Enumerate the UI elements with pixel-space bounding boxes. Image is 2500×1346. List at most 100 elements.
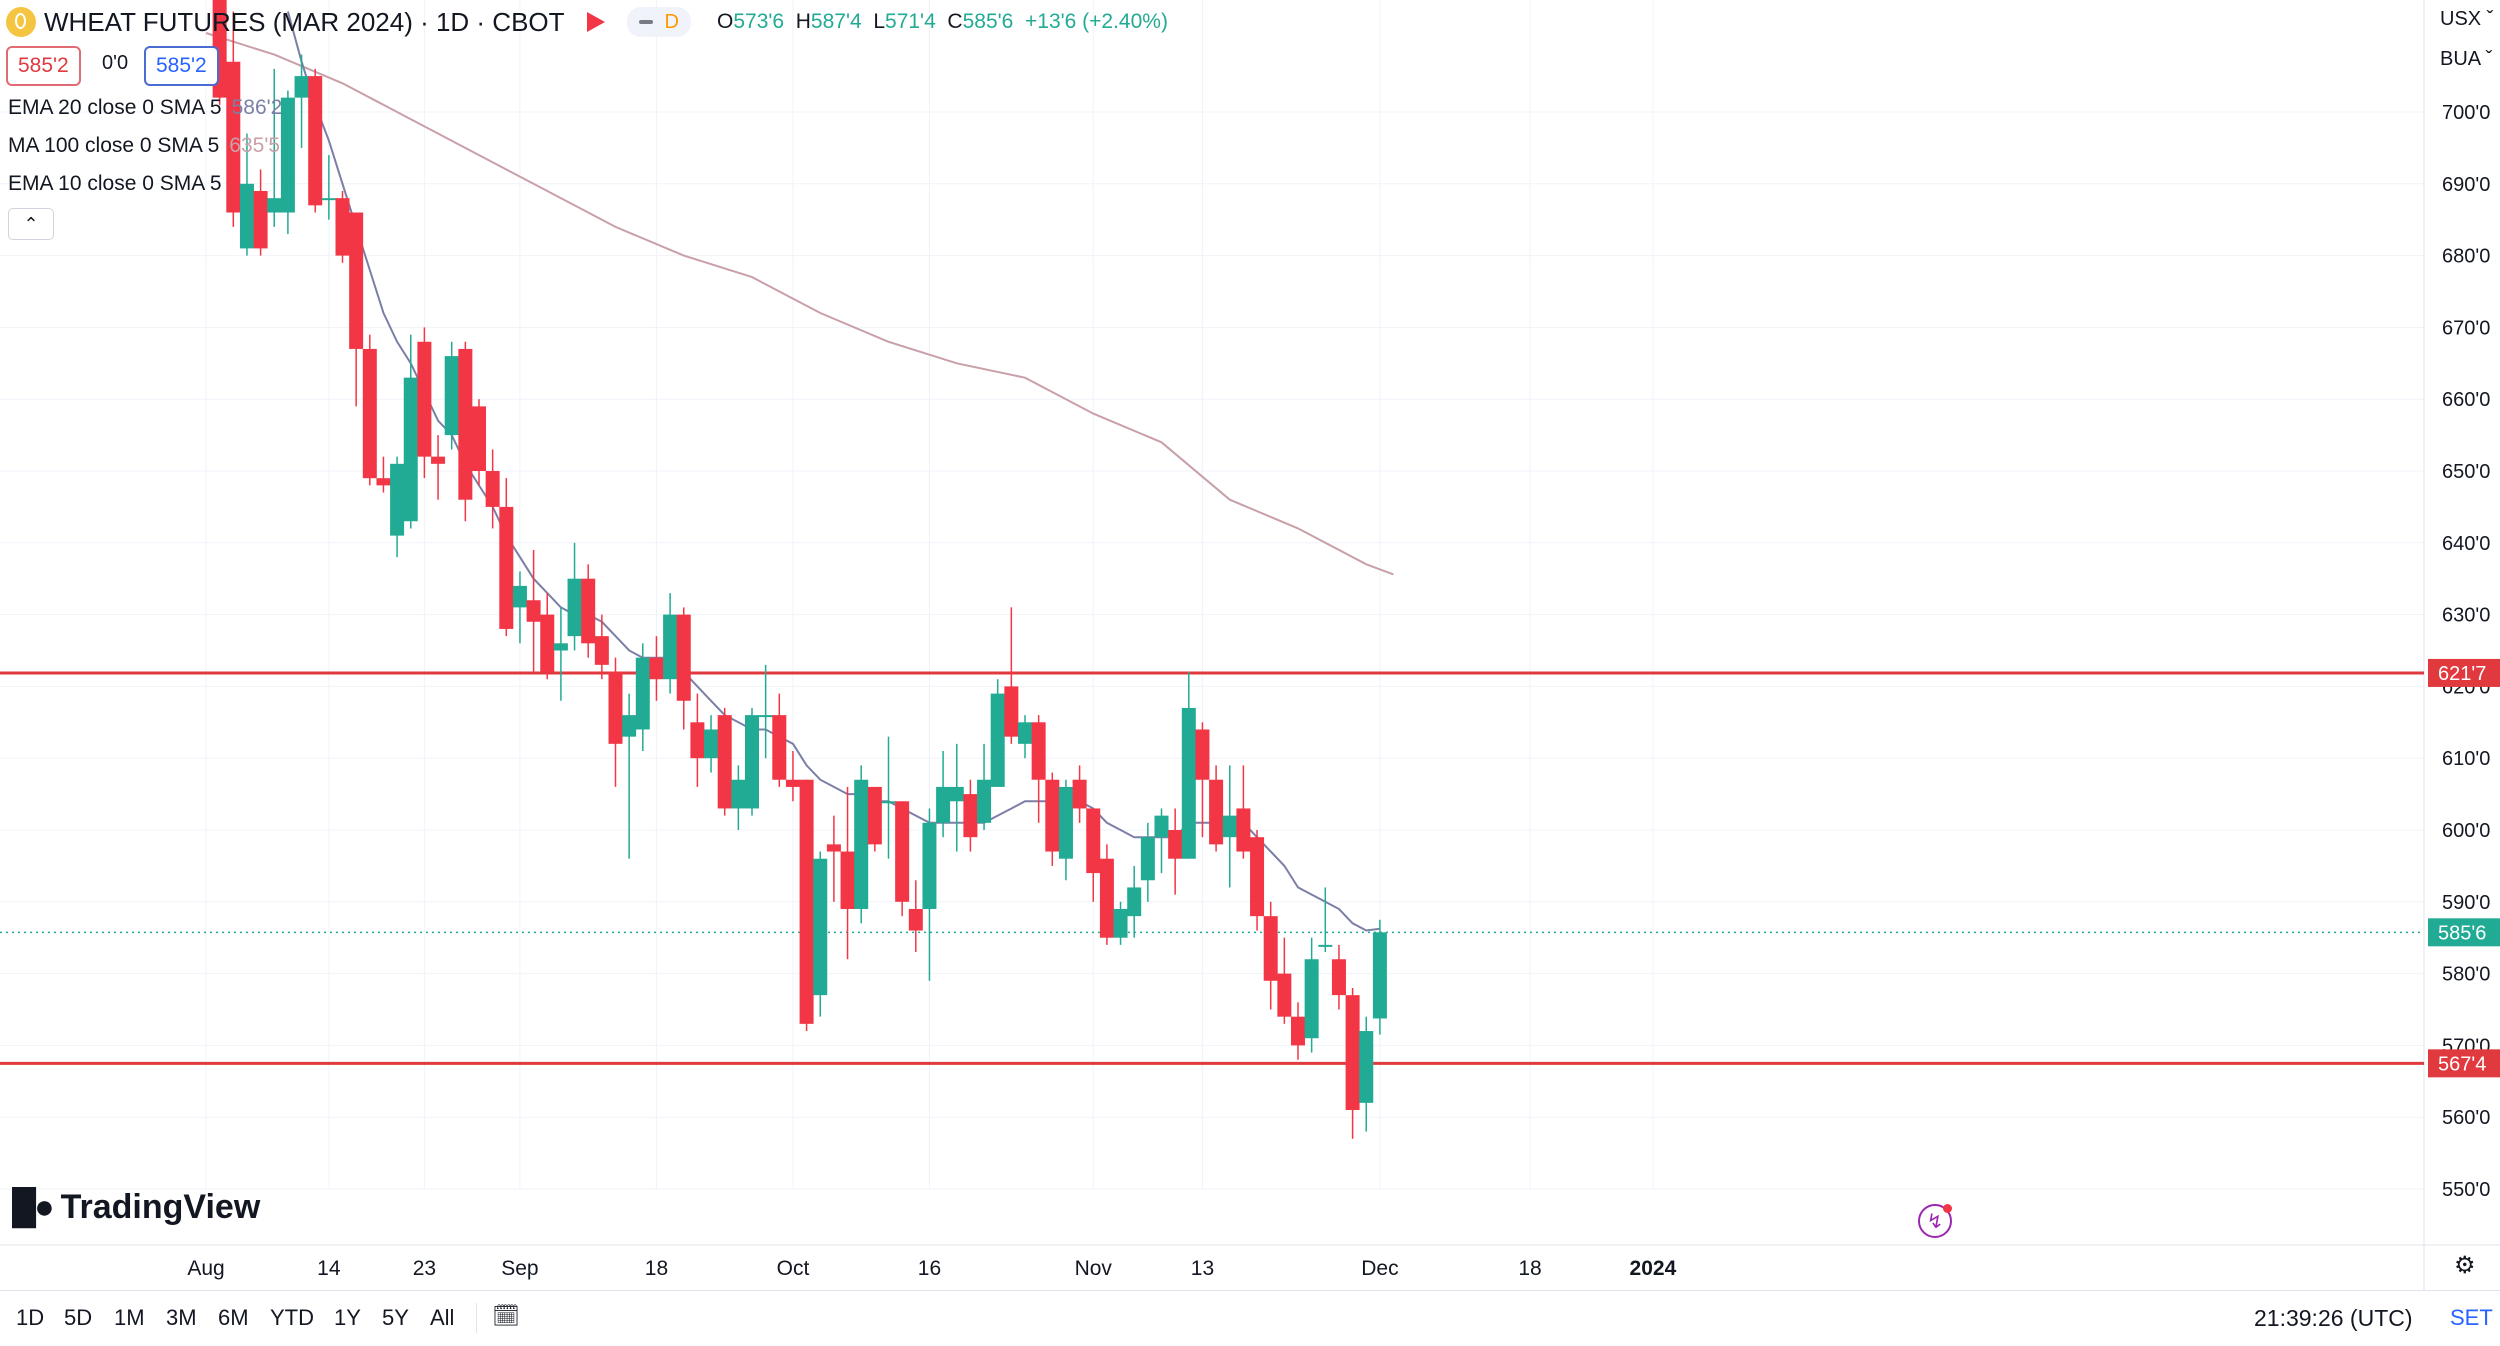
candle[interactable]	[267, 68, 282, 227]
candle[interactable]	[840, 786, 855, 960]
candle[interactable]	[704, 715, 719, 773]
candle[interactable]	[1359, 1016, 1374, 1132]
range-1d[interactable]: 1D	[16, 1305, 45, 1330]
indicator-ema10[interactable]: EMA 10 close 0 SMA 5!	[8, 172, 237, 196]
candle[interactable]	[1181, 672, 1196, 859]
candle[interactable]	[1004, 607, 1019, 744]
tradingview-logo[interactable]: █● TradingView	[12, 1188, 260, 1227]
candle[interactable]	[1277, 937, 1292, 1024]
candle[interactable]	[813, 851, 828, 1017]
range-all[interactable]: All	[430, 1305, 455, 1330]
candle[interactable]	[239, 133, 254, 256]
candle[interactable]	[1263, 901, 1278, 1010]
candle[interactable]	[349, 212, 364, 407]
candle[interactable]	[895, 801, 910, 917]
candle[interactable]	[785, 751, 800, 802]
candle[interactable]	[567, 542, 582, 651]
candle[interactable]	[1195, 722, 1210, 838]
price-axis[interactable]: 550'0560'0570'0580'0590'0600'0610'0620'0…	[2428, 102, 2500, 1201]
candle[interactable]	[963, 779, 978, 852]
candle[interactable]	[608, 657, 623, 787]
gear-icon[interactable]: ⚙	[2454, 1252, 2476, 1279]
currency-selector[interactable]: USX ˇ	[2440, 8, 2494, 30]
candle[interactable]	[1072, 765, 1087, 823]
candle[interactable]	[1372, 919, 1387, 1035]
candle[interactable]	[1099, 844, 1114, 945]
candle[interactable]	[376, 456, 391, 493]
candle[interactable]	[649, 636, 664, 701]
candle[interactable]	[977, 743, 992, 830]
time-axis[interactable]: Aug 14 23 Sep 18 Oct 16 Nov 13 Dec 18 2024	[187, 1257, 1676, 1280]
candle[interactable]	[485, 449, 500, 529]
candle[interactable]	[731, 765, 746, 830]
candle[interactable]	[294, 54, 309, 148]
candle[interactable]	[1031, 715, 1046, 823]
candle[interactable]	[826, 815, 841, 902]
sell-price-button[interactable]: 585'2	[6, 46, 81, 86]
candle[interactable]	[431, 435, 446, 500]
unit-selector[interactable]: BUA ˇ	[2440, 48, 2493, 70]
candle[interactable]	[526, 549, 541, 673]
interval-pill[interactable]: D	[626, 7, 691, 37]
buy-price-button[interactable]: 585'2	[144, 46, 219, 86]
range-6m[interactable]: 6M	[218, 1305, 249, 1330]
candle[interactable]	[321, 155, 336, 220]
candle[interactable]	[417, 327, 432, 479]
candle[interactable]	[444, 341, 459, 450]
candle[interactable]	[717, 707, 732, 816]
candle[interactable]	[1058, 779, 1073, 881]
symbol-title[interactable]: WHEAT FUTURES (MAR 2024) · 1D · CBOT	[44, 6, 565, 37]
indicator-ema20[interactable]: EMA 20 close 0 SMA 5 586'2	[8, 96, 282, 120]
candle[interactable]	[1127, 865, 1142, 938]
candle[interactable]	[390, 456, 405, 558]
candle[interactable]	[594, 614, 609, 680]
candle[interactable]	[512, 571, 527, 644]
range-1y[interactable]: 1Y	[334, 1305, 361, 1330]
collapse-legend-button[interactable]: ⌃	[8, 208, 54, 240]
candle[interactable]	[745, 707, 759, 816]
candle[interactable]	[458, 341, 473, 522]
range-ytd[interactable]: YTD	[270, 1305, 314, 1330]
candle[interactable]	[1140, 822, 1155, 902]
candle[interactable]	[1291, 1002, 1305, 1060]
candle[interactable]	[1318, 887, 1333, 953]
indicator-ma100[interactable]: MA 100 close 0 SMA 5 635'5	[8, 134, 280, 158]
candle[interactable]	[936, 751, 951, 838]
candle[interactable]	[908, 880, 923, 953]
candle[interactable]	[253, 169, 268, 256]
candle[interactable]	[772, 693, 787, 787]
candle[interactable]	[990, 679, 1005, 787]
candle[interactable]	[472, 399, 486, 486]
candle[interactable]	[1304, 937, 1319, 1053]
candle[interactable]	[581, 564, 596, 658]
candle[interactable]	[1168, 808, 1183, 895]
candle[interactable]	[335, 190, 350, 263]
range-5d[interactable]: 5D	[64, 1305, 93, 1330]
candle[interactable]	[663, 593, 678, 694]
candle[interactable]	[540, 593, 555, 680]
candles[interactable]	[212, 0, 1387, 1139]
flag-icon[interactable]	[586, 12, 605, 32]
candle[interactable]	[499, 478, 514, 637]
candle[interactable]	[280, 90, 295, 235]
candle[interactable]	[553, 607, 568, 701]
candle[interactable]	[881, 736, 896, 859]
candle[interactable]	[1250, 830, 1265, 931]
candle[interactable]	[1045, 772, 1060, 866]
candle[interactable]	[1018, 715, 1032, 759]
session-button[interactable]: SET	[2450, 1305, 2493, 1330]
candle[interactable]	[308, 68, 323, 213]
candle[interactable]	[226, 11, 241, 227]
range-3m[interactable]: 3M	[166, 1305, 197, 1330]
candle[interactable]	[1086, 808, 1101, 902]
candle[interactable]	[1209, 765, 1224, 852]
date-range-icon[interactable]: 🗓	[492, 1303, 520, 1328]
horizontal-levels[interactable]	[0, 671, 2424, 1065]
candle[interactable]	[1331, 944, 1346, 1010]
candle[interactable]	[1236, 765, 1251, 859]
candle[interactable]	[799, 779, 814, 1032]
candle[interactable]	[676, 607, 691, 730]
candle[interactable]	[922, 808, 937, 981]
candle[interactable]	[403, 334, 418, 529]
